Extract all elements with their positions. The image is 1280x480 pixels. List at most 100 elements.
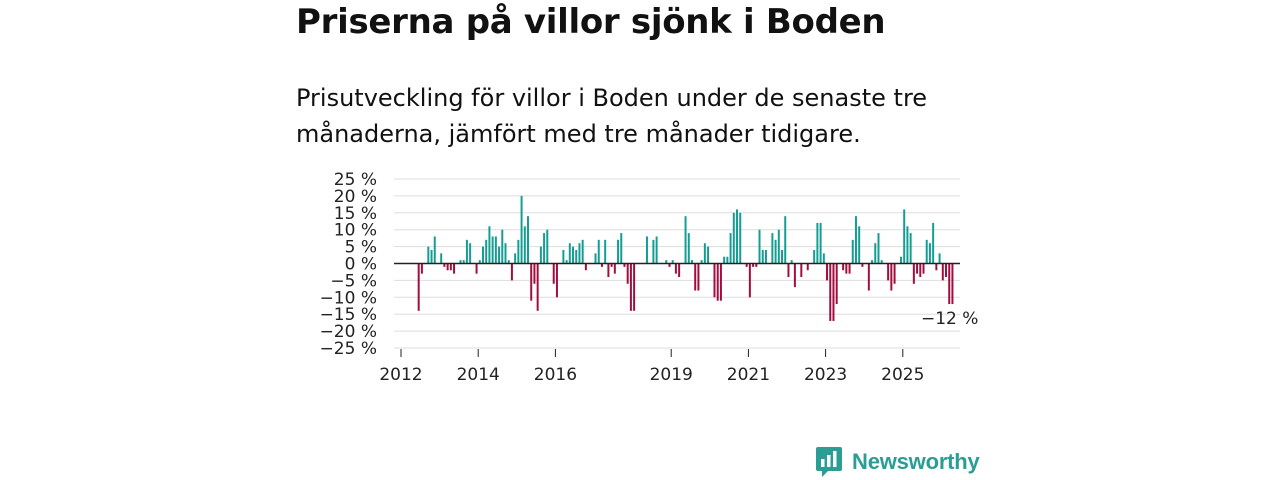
bar-positive (578, 243, 581, 264)
bar-positive (523, 226, 526, 264)
bar-negative (626, 263, 629, 284)
y-tick-label: −20 % (320, 322, 377, 342)
bar-positive (520, 195, 523, 264)
bar-positive (543, 233, 546, 264)
bar-negative (951, 263, 954, 305)
bar-negative (668, 263, 671, 267)
bar-positive (764, 249, 767, 264)
bar-negative (912, 263, 915, 284)
bar-positive (687, 233, 690, 264)
bar-negative (845, 263, 848, 274)
bar-negative (536, 263, 539, 311)
bar-negative (916, 263, 919, 274)
bar-negative (945, 263, 947, 278)
bar-positive (469, 243, 472, 264)
bar-positive (938, 253, 941, 264)
bar-positive (546, 229, 549, 264)
chart-title: Priserna på villor sjönk i Boden (296, 2, 886, 42)
bar-positive (816, 222, 819, 264)
bar-positive (774, 239, 777, 264)
bar-negative (552, 263, 555, 284)
bar-positive (790, 260, 793, 264)
bar-negative (748, 263, 751, 298)
bar-positive (581, 239, 584, 264)
bar-positive (761, 249, 764, 264)
bar-negative (716, 263, 719, 301)
bar-positive (684, 216, 687, 264)
bar-negative (530, 263, 533, 301)
bar-positive (851, 239, 854, 264)
bar-positive (565, 260, 568, 264)
bar-negative (893, 263, 896, 284)
y-tick-label: −10 % (320, 288, 377, 308)
bar-positive (736, 209, 738, 264)
bar-positive (504, 243, 507, 264)
bar-positive (507, 260, 510, 264)
bar-positive (874, 243, 877, 264)
bar-positive (903, 209, 906, 264)
bar-positive (777, 229, 780, 264)
bar-negative (800, 263, 803, 278)
bar-negative (793, 263, 796, 288)
bar-negative (623, 263, 626, 267)
x-tick-label: 2016 (534, 365, 577, 385)
bar-positive (880, 260, 883, 264)
bar-positive (726, 256, 729, 264)
bar-negative (420, 263, 423, 274)
bar-positive (482, 246, 484, 264)
bar-positive (517, 239, 520, 264)
bar-negative (449, 263, 452, 271)
bar-negative (806, 263, 809, 271)
bar-positive (707, 246, 710, 264)
bar-negative (755, 263, 758, 267)
bar-negative (694, 263, 697, 291)
bar-positive (440, 253, 443, 264)
bar-negative (584, 263, 587, 271)
bar-positive (594, 253, 597, 264)
bar-negative (629, 263, 632, 311)
y-tick-label: −15 % (320, 305, 377, 325)
bar-negative (787, 263, 790, 278)
bar-positive (485, 239, 488, 264)
bar-negative (600, 263, 603, 267)
bar-positive (491, 236, 494, 264)
bar-positive (433, 236, 436, 264)
newsworthy-logo[interactable]: Newsworthy (815, 446, 980, 478)
bar-positive (568, 243, 571, 264)
bar-negative (417, 263, 420, 311)
bar-positive (604, 239, 607, 264)
bar-negative (610, 263, 613, 267)
bar-negative (475, 263, 478, 274)
bar-negative (848, 263, 851, 274)
x-tick-label: 2023 (804, 365, 847, 385)
bar-negative (832, 263, 835, 321)
bar-negative (674, 263, 677, 274)
bar-negative (842, 263, 845, 271)
y-tick-label: 25 % (334, 170, 377, 190)
bar-positive (784, 216, 787, 264)
bar-negative (835, 263, 838, 305)
bar-negative (829, 263, 832, 321)
bar-positive (925, 239, 928, 264)
bar-negative (533, 263, 536, 284)
bar-positive (465, 239, 468, 264)
brand-name: Newsworthy (852, 449, 980, 474)
bar-negative (752, 263, 755, 267)
bar-negative (922, 263, 925, 274)
bar-positive (854, 216, 857, 264)
bar-positive (771, 233, 774, 264)
y-tick-label: 0 % (345, 255, 377, 275)
bar-negative (941, 263, 944, 281)
bar-positive (620, 233, 623, 264)
newsworthy-logo-icon (816, 447, 842, 477)
bar-positive (700, 260, 703, 264)
bar-negative (697, 263, 700, 291)
bar-negative (613, 263, 616, 274)
bar-positive (691, 260, 693, 264)
bar-positive (459, 260, 462, 264)
bar-positive (822, 253, 825, 264)
bar-positive (723, 256, 726, 264)
bar-positive (813, 249, 816, 264)
bar-positive (871, 260, 874, 264)
x-tick-label: 2025 (881, 365, 924, 385)
